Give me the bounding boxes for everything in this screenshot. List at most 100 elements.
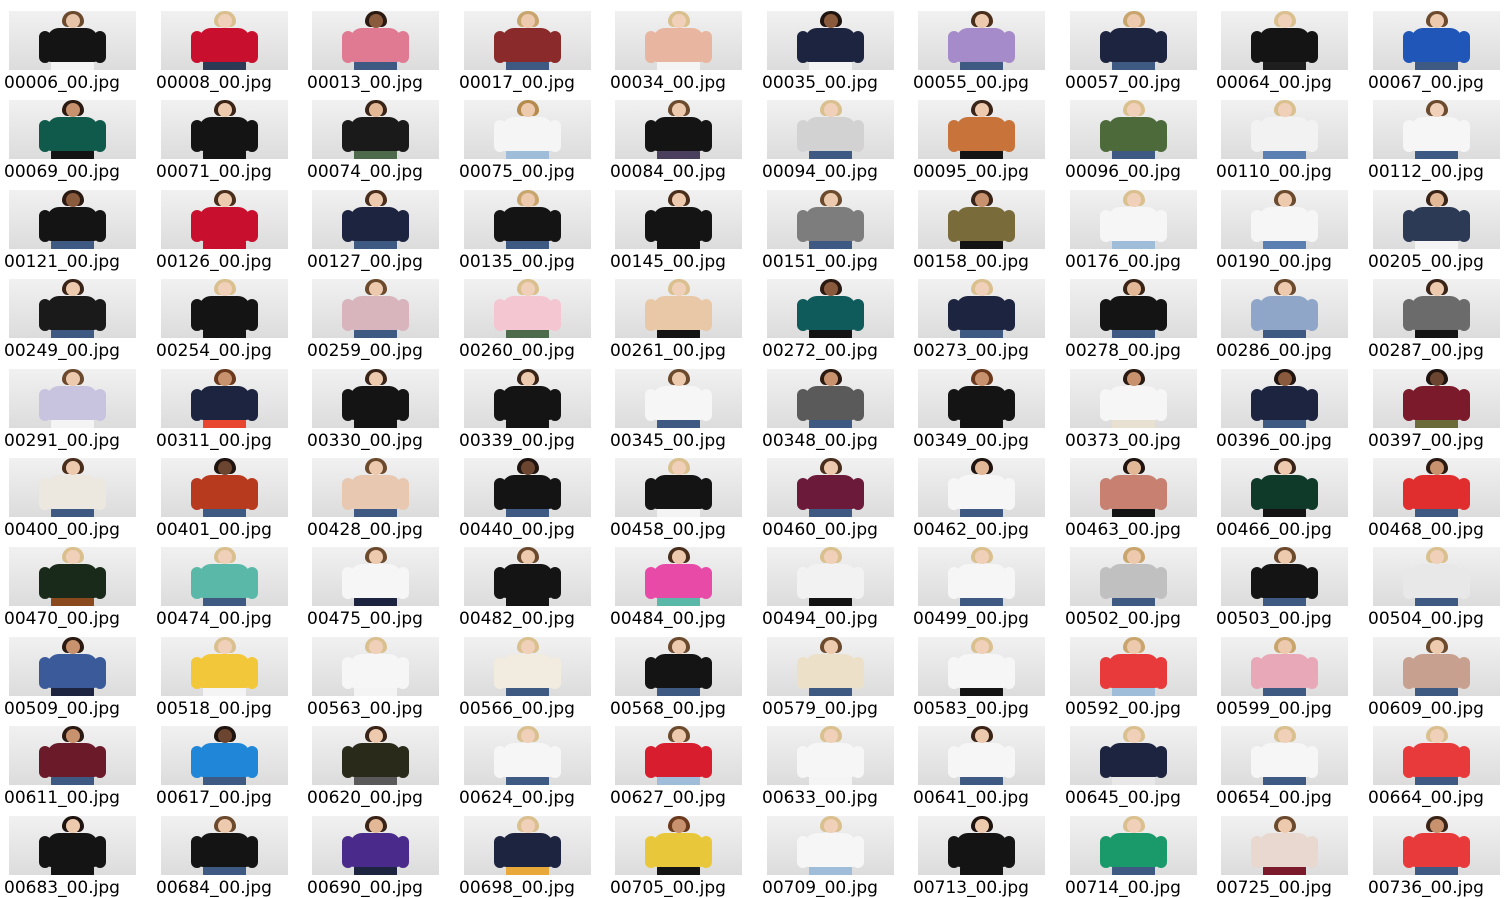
image-thumbnail[interactable] bbox=[161, 637, 288, 696]
image-thumbnail[interactable] bbox=[1221, 279, 1348, 338]
image-thumbnail[interactable] bbox=[9, 726, 136, 785]
image-thumbnail[interactable] bbox=[312, 816, 439, 875]
image-thumbnail[interactable] bbox=[615, 816, 742, 875]
image-thumbnail[interactable] bbox=[1221, 100, 1348, 159]
image-thumbnail[interactable] bbox=[1221, 190, 1348, 249]
image-thumbnail[interactable] bbox=[464, 190, 591, 249]
image-thumbnail[interactable] bbox=[1070, 637, 1197, 696]
image-thumbnail[interactable] bbox=[918, 369, 1045, 428]
image-thumbnail[interactable] bbox=[1070, 279, 1197, 338]
image-thumbnail[interactable] bbox=[767, 11, 894, 70]
image-thumbnail[interactable] bbox=[9, 547, 136, 606]
image-thumbnail[interactable] bbox=[1373, 547, 1500, 606]
image-thumbnail[interactable] bbox=[1070, 458, 1197, 517]
image-thumbnail[interactable] bbox=[767, 369, 894, 428]
image-thumbnail[interactable] bbox=[767, 816, 894, 875]
image-thumbnail[interactable] bbox=[161, 726, 288, 785]
image-thumbnail[interactable] bbox=[1373, 637, 1500, 696]
image-thumbnail[interactable] bbox=[615, 726, 742, 785]
image-thumbnail[interactable] bbox=[9, 816, 136, 875]
image-thumbnail[interactable] bbox=[161, 369, 288, 428]
image-thumbnail[interactable] bbox=[312, 190, 439, 249]
image-thumbnail[interactable] bbox=[161, 100, 288, 159]
image-thumbnail[interactable] bbox=[767, 279, 894, 338]
image-thumbnail[interactable] bbox=[161, 816, 288, 875]
image-thumbnail[interactable] bbox=[918, 726, 1045, 785]
image-thumbnail[interactable] bbox=[312, 100, 439, 159]
image-thumbnail[interactable] bbox=[767, 726, 894, 785]
image-thumbnail[interactable] bbox=[1373, 11, 1500, 70]
image-thumbnail[interactable] bbox=[1221, 547, 1348, 606]
image-thumbnail[interactable] bbox=[312, 547, 439, 606]
image-thumbnail[interactable] bbox=[767, 190, 894, 249]
image-thumbnail[interactable] bbox=[9, 369, 136, 428]
image-thumbnail[interactable] bbox=[312, 279, 439, 338]
image-thumbnail[interactable] bbox=[464, 726, 591, 785]
image-thumbnail[interactable] bbox=[918, 816, 1045, 875]
image-thumbnail[interactable] bbox=[9, 11, 136, 70]
image-thumbnail[interactable] bbox=[312, 726, 439, 785]
image-thumbnail[interactable] bbox=[615, 11, 742, 70]
image-thumbnail[interactable] bbox=[1070, 547, 1197, 606]
image-thumbnail[interactable] bbox=[1221, 637, 1348, 696]
image-thumbnail[interactable] bbox=[9, 279, 136, 338]
image-thumbnail[interactable] bbox=[767, 547, 894, 606]
image-thumbnail[interactable] bbox=[1373, 369, 1500, 428]
image-thumbnail[interactable] bbox=[918, 11, 1045, 70]
image-thumbnail[interactable] bbox=[918, 100, 1045, 159]
image-thumbnail[interactable] bbox=[1373, 190, 1500, 249]
image-thumbnail[interactable] bbox=[615, 190, 742, 249]
image-thumbnail[interactable] bbox=[615, 100, 742, 159]
image-thumbnail[interactable] bbox=[161, 190, 288, 249]
image-thumbnail[interactable] bbox=[615, 369, 742, 428]
image-thumbnail[interactable] bbox=[1221, 458, 1348, 517]
image-thumbnail[interactable] bbox=[161, 279, 288, 338]
image-thumbnail[interactable] bbox=[312, 637, 439, 696]
image-thumbnail[interactable] bbox=[161, 547, 288, 606]
image-thumbnail[interactable] bbox=[161, 11, 288, 70]
image-thumbnail[interactable] bbox=[615, 279, 742, 338]
image-thumbnail[interactable] bbox=[464, 816, 591, 875]
image-thumbnail[interactable] bbox=[767, 637, 894, 696]
image-thumbnail[interactable] bbox=[918, 547, 1045, 606]
image-thumbnail[interactable] bbox=[1221, 369, 1348, 428]
image-thumbnail[interactable] bbox=[767, 100, 894, 159]
image-thumbnail[interactable] bbox=[464, 458, 591, 517]
image-thumbnail[interactable] bbox=[615, 547, 742, 606]
image-thumbnail[interactable] bbox=[1373, 279, 1500, 338]
image-thumbnail[interactable] bbox=[312, 369, 439, 428]
image-thumbnail[interactable] bbox=[464, 637, 591, 696]
image-thumbnail[interactable] bbox=[1221, 11, 1348, 70]
image-thumbnail[interactable] bbox=[312, 11, 439, 70]
image-thumbnail[interactable] bbox=[1373, 100, 1500, 159]
image-thumbnail[interactable] bbox=[9, 637, 136, 696]
image-thumbnail[interactable] bbox=[918, 458, 1045, 517]
image-thumbnail[interactable] bbox=[9, 100, 136, 159]
image-thumbnail[interactable] bbox=[464, 11, 591, 70]
image-thumbnail[interactable] bbox=[1070, 11, 1197, 70]
image-thumbnail[interactable] bbox=[1070, 726, 1197, 785]
image-thumbnail[interactable] bbox=[918, 190, 1045, 249]
image-thumbnail[interactable] bbox=[1070, 190, 1197, 249]
image-thumbnail[interactable] bbox=[1070, 100, 1197, 159]
image-thumbnail[interactable] bbox=[767, 458, 894, 517]
image-thumbnail[interactable] bbox=[1070, 369, 1197, 428]
image-thumbnail[interactable] bbox=[918, 279, 1045, 338]
image-thumbnail[interactable] bbox=[1221, 726, 1348, 785]
image-thumbnail[interactable] bbox=[161, 458, 288, 517]
image-thumbnail[interactable] bbox=[464, 279, 591, 338]
image-thumbnail[interactable] bbox=[9, 190, 136, 249]
image-thumbnail[interactable] bbox=[918, 637, 1045, 696]
image-thumbnail[interactable] bbox=[464, 100, 591, 159]
image-thumbnail[interactable] bbox=[464, 547, 591, 606]
image-thumbnail[interactable] bbox=[9, 458, 136, 517]
image-thumbnail[interactable] bbox=[464, 369, 591, 428]
image-thumbnail[interactable] bbox=[1070, 816, 1197, 875]
image-thumbnail[interactable] bbox=[1373, 726, 1500, 785]
image-thumbnail[interactable] bbox=[615, 458, 742, 517]
image-thumbnail[interactable] bbox=[1373, 816, 1500, 875]
image-thumbnail[interactable] bbox=[615, 637, 742, 696]
image-thumbnail[interactable] bbox=[1221, 816, 1348, 875]
image-thumbnail[interactable] bbox=[1373, 458, 1500, 517]
image-thumbnail[interactable] bbox=[312, 458, 439, 517]
